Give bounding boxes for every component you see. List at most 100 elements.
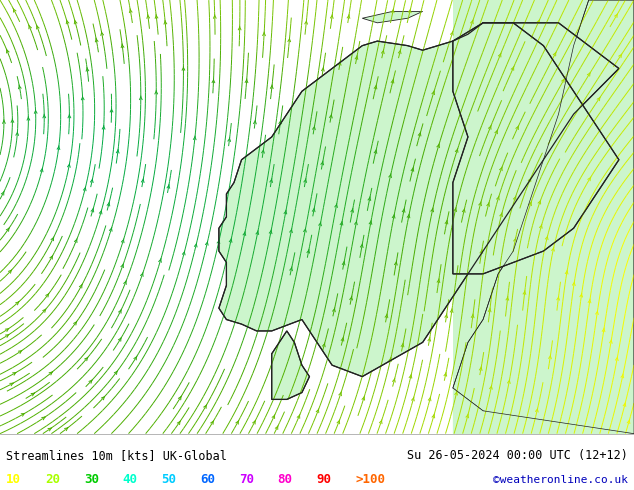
FancyArrowPatch shape	[134, 356, 137, 360]
FancyArrowPatch shape	[121, 239, 124, 243]
FancyArrowPatch shape	[290, 229, 292, 233]
FancyArrowPatch shape	[597, 97, 600, 101]
FancyArrowPatch shape	[110, 227, 112, 231]
FancyArrowPatch shape	[471, 314, 474, 318]
FancyArrowPatch shape	[262, 32, 266, 36]
Polygon shape	[453, 0, 634, 434]
FancyArrowPatch shape	[545, 236, 548, 240]
FancyArrowPatch shape	[230, 239, 232, 243]
FancyArrowPatch shape	[193, 136, 196, 140]
FancyArrowPatch shape	[566, 270, 568, 274]
FancyArrowPatch shape	[50, 255, 53, 259]
FancyArrowPatch shape	[284, 210, 287, 214]
FancyArrowPatch shape	[68, 114, 71, 118]
FancyArrowPatch shape	[139, 96, 142, 99]
FancyArrowPatch shape	[516, 125, 519, 129]
FancyArrowPatch shape	[321, 67, 324, 71]
FancyArrowPatch shape	[262, 149, 264, 153]
FancyArrowPatch shape	[100, 210, 102, 214]
FancyArrowPatch shape	[42, 417, 45, 420]
FancyArrowPatch shape	[445, 314, 448, 318]
FancyArrowPatch shape	[548, 355, 552, 359]
FancyArrowPatch shape	[335, 203, 337, 207]
FancyArrowPatch shape	[408, 9, 411, 13]
FancyArrowPatch shape	[432, 91, 434, 95]
FancyArrowPatch shape	[528, 178, 531, 182]
FancyArrowPatch shape	[155, 90, 158, 94]
FancyArrowPatch shape	[394, 261, 398, 265]
FancyArrowPatch shape	[389, 173, 391, 177]
FancyArrowPatch shape	[540, 224, 542, 228]
FancyArrowPatch shape	[536, 408, 538, 412]
FancyArrowPatch shape	[479, 367, 482, 370]
FancyArrowPatch shape	[204, 405, 207, 409]
FancyArrowPatch shape	[428, 337, 430, 341]
FancyArrowPatch shape	[279, 120, 281, 124]
Text: 40: 40	[122, 473, 138, 487]
FancyArrowPatch shape	[500, 167, 502, 171]
FancyArrowPatch shape	[29, 25, 32, 29]
FancyArrowPatch shape	[321, 161, 323, 165]
FancyArrowPatch shape	[238, 26, 241, 30]
FancyArrowPatch shape	[587, 73, 590, 76]
FancyArrowPatch shape	[479, 202, 481, 206]
FancyArrowPatch shape	[1, 191, 4, 195]
FancyArrowPatch shape	[514, 238, 516, 242]
FancyArrowPatch shape	[451, 31, 453, 35]
FancyArrowPatch shape	[124, 281, 126, 285]
FancyArrowPatch shape	[362, 396, 365, 400]
FancyArrowPatch shape	[339, 392, 342, 396]
FancyArrowPatch shape	[305, 20, 307, 24]
FancyArrowPatch shape	[316, 409, 319, 413]
FancyArrowPatch shape	[470, 20, 473, 24]
FancyArrowPatch shape	[101, 396, 105, 400]
FancyArrowPatch shape	[6, 228, 10, 231]
FancyArrowPatch shape	[95, 38, 98, 42]
FancyArrowPatch shape	[121, 264, 124, 268]
FancyArrowPatch shape	[65, 428, 68, 431]
FancyArrowPatch shape	[51, 237, 54, 241]
FancyArrowPatch shape	[374, 85, 377, 89]
Text: 10: 10	[6, 473, 22, 487]
FancyArrowPatch shape	[74, 239, 77, 243]
FancyArrowPatch shape	[588, 299, 591, 303]
FancyArrowPatch shape	[79, 284, 82, 288]
FancyArrowPatch shape	[529, 202, 531, 206]
FancyArrowPatch shape	[418, 132, 421, 136]
FancyArrowPatch shape	[21, 414, 25, 416]
Polygon shape	[219, 23, 619, 377]
FancyArrowPatch shape	[205, 241, 208, 245]
FancyArrowPatch shape	[74, 20, 77, 24]
FancyArrowPatch shape	[500, 213, 503, 217]
FancyArrowPatch shape	[141, 272, 143, 276]
FancyArrowPatch shape	[385, 314, 388, 318]
FancyArrowPatch shape	[91, 208, 94, 212]
FancyArrowPatch shape	[411, 168, 414, 172]
FancyArrowPatch shape	[101, 31, 103, 35]
Text: 20: 20	[45, 473, 60, 487]
FancyArrowPatch shape	[5, 328, 9, 331]
FancyArrowPatch shape	[114, 371, 117, 374]
FancyArrowPatch shape	[538, 200, 541, 204]
FancyArrowPatch shape	[351, 208, 354, 212]
FancyArrowPatch shape	[616, 357, 618, 361]
FancyArrowPatch shape	[537, 20, 540, 24]
FancyArrowPatch shape	[272, 415, 275, 418]
FancyArrowPatch shape	[27, 117, 30, 120]
FancyArrowPatch shape	[437, 279, 440, 283]
FancyArrowPatch shape	[621, 374, 624, 378]
FancyArrowPatch shape	[401, 343, 404, 347]
FancyArrowPatch shape	[74, 321, 77, 325]
FancyArrowPatch shape	[360, 244, 363, 247]
FancyArrowPatch shape	[11, 119, 14, 122]
FancyArrowPatch shape	[217, 240, 220, 244]
FancyArrowPatch shape	[450, 309, 453, 313]
FancyArrowPatch shape	[307, 249, 309, 253]
FancyArrowPatch shape	[81, 96, 84, 100]
FancyArrowPatch shape	[256, 231, 259, 235]
FancyArrowPatch shape	[337, 420, 340, 424]
Text: Su 26-05-2024 00:00 UTC (12+12): Su 26-05-2024 00:00 UTC (12+12)	[407, 449, 628, 463]
FancyArrowPatch shape	[167, 184, 170, 188]
FancyArrowPatch shape	[89, 380, 93, 383]
FancyArrowPatch shape	[210, 420, 214, 424]
